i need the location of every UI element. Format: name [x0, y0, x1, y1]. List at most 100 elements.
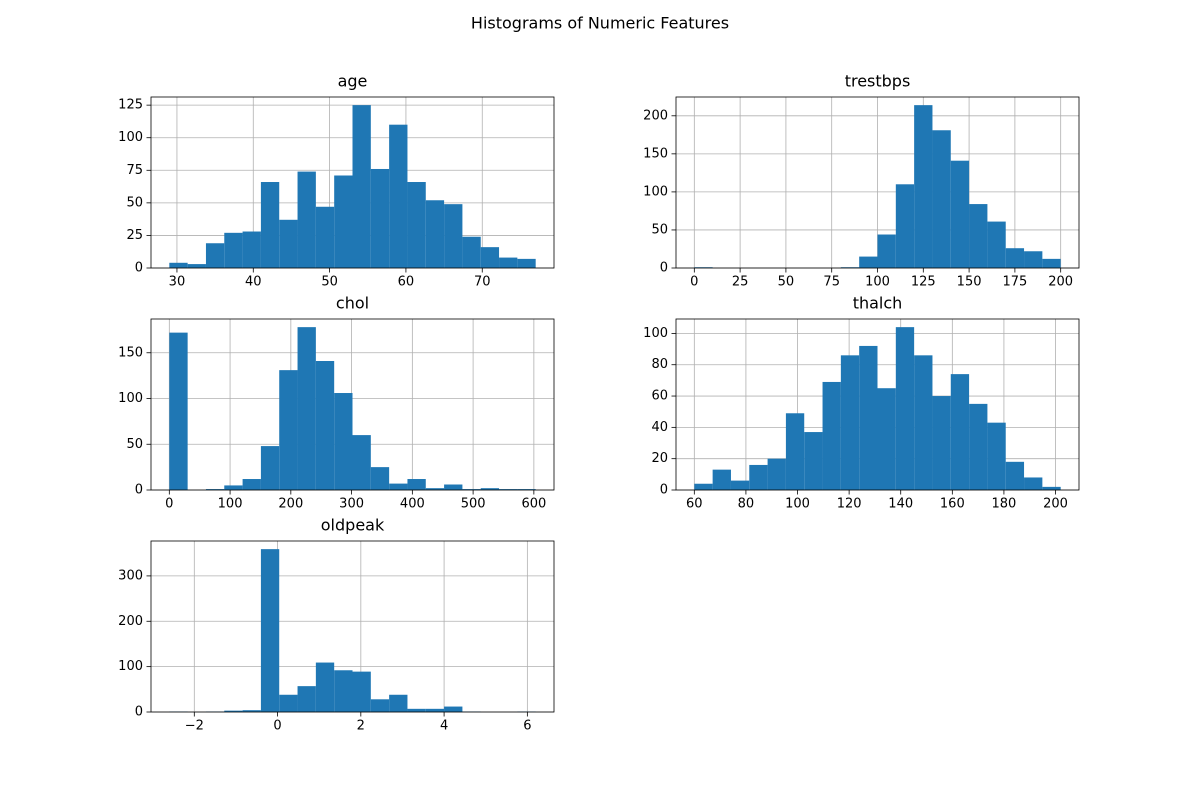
subplot-title: oldpeak	[321, 516, 385, 535]
y-tick-label: 200	[118, 614, 143, 629]
figure-title: Histograms of Numeric Features	[471, 14, 729, 33]
x-tick-label: 120	[837, 497, 862, 512]
x-tick-label: 100	[785, 497, 810, 512]
bar	[951, 161, 969, 268]
bar	[426, 709, 444, 712]
bar	[499, 258, 517, 268]
bar	[371, 467, 389, 490]
bar	[1006, 462, 1024, 490]
bar	[353, 105, 371, 268]
y-tick-label: 40	[651, 420, 668, 435]
subplot-title: age	[338, 72, 368, 91]
y-tick-label: 75	[126, 163, 143, 178]
bar	[878, 388, 896, 490]
bar	[279, 695, 297, 712]
x-tick-label: 100	[865, 275, 890, 290]
bar	[444, 707, 462, 712]
y-tick-label: 100	[118, 130, 143, 145]
y-tick-label: 150	[118, 345, 143, 360]
y-tick-label: 50	[651, 222, 668, 237]
y-tick-label: 100	[118, 391, 143, 406]
y-tick-label: 80	[651, 357, 668, 372]
bar	[768, 459, 786, 490]
bar	[426, 200, 444, 268]
bar	[389, 484, 407, 490]
bar	[407, 709, 425, 712]
x-tick-label: 0	[690, 275, 698, 290]
bar	[169, 263, 187, 268]
y-tick-label: 50	[126, 437, 143, 452]
y-tick-label: 100	[118, 659, 143, 674]
x-tick-label: 200	[1043, 497, 1068, 512]
x-tick-label: 70	[474, 275, 491, 290]
bar	[169, 333, 187, 490]
bar	[932, 130, 950, 268]
x-tick-label: 150	[957, 275, 982, 290]
bar	[407, 182, 425, 268]
bar	[261, 446, 279, 490]
bar	[914, 105, 932, 268]
bar	[371, 169, 389, 268]
bar	[316, 207, 334, 268]
bar	[279, 370, 297, 490]
x-tick-label: 25	[732, 275, 749, 290]
x-tick-label: 0	[165, 497, 173, 512]
y-tick-label: 125	[118, 98, 143, 113]
bar	[914, 355, 932, 490]
bar	[1024, 251, 1042, 268]
bar	[298, 172, 316, 268]
x-tick-label: −2	[185, 719, 204, 734]
bar	[334, 670, 352, 712]
y-tick-label: 0	[660, 261, 668, 276]
y-tick-label: 50	[126, 195, 143, 210]
y-tick-label: 60	[651, 389, 668, 404]
x-tick-label: 40	[245, 275, 262, 290]
x-tick-label: 160	[940, 497, 965, 512]
bar	[261, 182, 279, 268]
x-tick-label: 125	[911, 275, 936, 290]
bar	[224, 485, 242, 490]
x-tick-label: 75	[823, 275, 840, 290]
bar	[1042, 259, 1060, 268]
bar	[823, 382, 841, 490]
x-tick-label: 300	[339, 497, 364, 512]
subplot-title: thalch	[853, 294, 903, 313]
bar	[298, 686, 316, 712]
bar	[932, 396, 950, 490]
x-tick-label: 600	[521, 497, 546, 512]
x-tick-label: 500	[461, 497, 486, 512]
bar	[389, 695, 407, 712]
bar	[786, 413, 804, 490]
bar	[517, 259, 535, 268]
bar	[334, 175, 352, 268]
x-tick-label: 4	[440, 719, 448, 734]
bar	[334, 393, 352, 490]
y-tick-label: 20	[651, 451, 668, 466]
bar	[749, 465, 767, 490]
bar	[371, 699, 389, 712]
bar	[987, 423, 1005, 490]
y-tick-label: 0	[135, 483, 143, 498]
bar	[731, 481, 749, 490]
x-tick-label: 175	[1002, 275, 1027, 290]
bar	[1006, 248, 1024, 268]
bar	[804, 432, 822, 490]
x-tick-label: 50	[321, 275, 338, 290]
bar	[713, 470, 731, 490]
bar	[969, 204, 987, 268]
bar	[243, 479, 261, 490]
bar	[279, 220, 297, 268]
x-tick-label: 50	[778, 275, 795, 290]
bar	[224, 233, 242, 268]
x-tick-label: 80	[738, 497, 755, 512]
bar	[987, 222, 1005, 268]
y-tick-label: 100	[643, 326, 668, 341]
x-tick-label: 60	[686, 497, 703, 512]
y-tick-label: 100	[643, 184, 668, 199]
bar	[389, 125, 407, 268]
x-tick-label: 60	[398, 275, 415, 290]
y-tick-label: 25	[126, 228, 143, 243]
bar	[243, 232, 261, 268]
y-tick-label: 0	[660, 483, 668, 498]
